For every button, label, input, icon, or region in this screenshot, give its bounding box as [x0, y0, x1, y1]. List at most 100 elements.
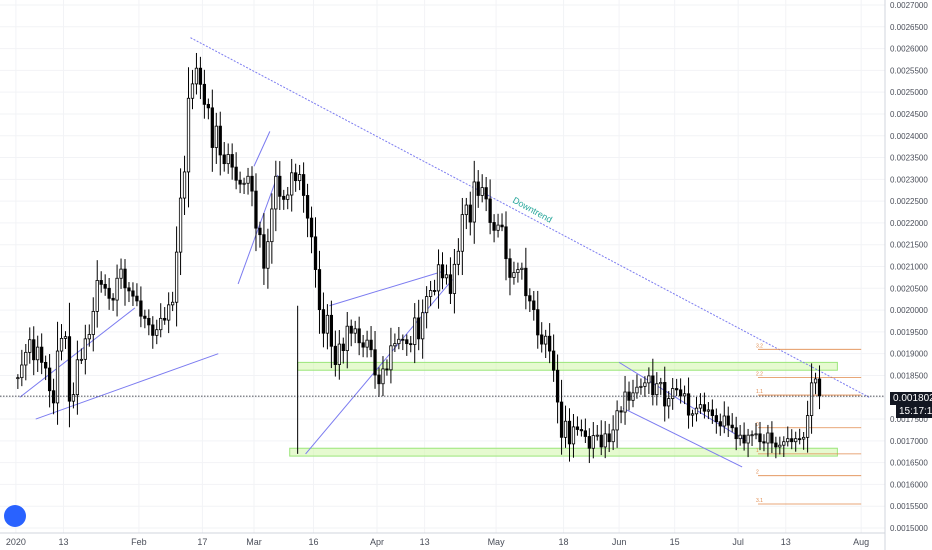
- fib-level-label: 3.1: [756, 498, 763, 504]
- candle-body: [202, 83, 207, 105]
- candle-body: [667, 398, 671, 407]
- candle-body: [798, 438, 802, 441]
- candle-body: [651, 375, 655, 396]
- candle-body: [178, 197, 183, 253]
- candle-body: [492, 222, 496, 231]
- time-tick-label: 2020: [6, 537, 26, 547]
- trendline: [253, 131, 271, 167]
- price-tick-label: 0.0015000: [890, 524, 928, 533]
- candle-body: [286, 194, 290, 200]
- candle-body: [167, 304, 171, 321]
- candle-body: [786, 438, 790, 443]
- candle-body: [103, 283, 107, 289]
- candle-body: [734, 427, 738, 440]
- price-tick-label: 0.0022000: [890, 219, 928, 228]
- candle-body: [770, 432, 774, 444]
- candle-body: [155, 329, 159, 336]
- candle-body: [297, 174, 302, 182]
- candle-body: [32, 339, 36, 361]
- candle-body: [436, 264, 441, 292]
- candle-body: [194, 67, 199, 85]
- candle-body: [659, 382, 663, 385]
- candle-body: [802, 436, 806, 440]
- candle-body: [309, 217, 314, 238]
- candle-body: [270, 208, 274, 243]
- trendline: [618, 361, 747, 442]
- candle-body: [258, 227, 262, 236]
- candles: [16, 52, 822, 464]
- fib-levels: 3.2 2.2 1.1 0 1 2 3.1: [756, 343, 862, 505]
- candle-body: [639, 385, 643, 388]
- candle-body: [603, 433, 607, 448]
- price-tick-label: 0.0022500: [890, 197, 928, 206]
- candle-body: [163, 317, 167, 321]
- candle-body: [508, 258, 512, 278]
- candle-body: [738, 434, 742, 440]
- candle-body: [536, 309, 540, 336]
- time-tick-label: Aug: [853, 537, 869, 547]
- time-tick-label: Feb: [131, 537, 147, 547]
- candle-body: [746, 434, 750, 444]
- candle-body: [365, 339, 369, 348]
- candle-body: [599, 434, 603, 448]
- candle-body: [623, 391, 627, 413]
- candle-body: [595, 434, 599, 437]
- price-tick-label: 0.0020000: [890, 306, 928, 315]
- candle-body: [551, 350, 556, 371]
- candle-body: [139, 300, 143, 317]
- price-tick-label: 0.0016500: [890, 459, 928, 468]
- candle-body: [417, 317, 421, 340]
- candle-body: [575, 426, 580, 430]
- candle-body: [36, 346, 40, 361]
- price-tick-label: 0.0025000: [890, 88, 928, 97]
- time-tick-label: Apr: [370, 537, 384, 547]
- candle-body: [500, 224, 504, 228]
- candle-body: [278, 175, 282, 197]
- price-tick-label: 0.0024000: [890, 132, 928, 141]
- candle-body: [591, 435, 595, 449]
- candle-body: [151, 324, 155, 336]
- trendline: [329, 270, 445, 307]
- candle-body: [710, 409, 714, 416]
- price-tick-label: 0.0015500: [890, 502, 928, 511]
- candle-body: [702, 404, 707, 412]
- candle-body: [385, 368, 389, 371]
- candle-body: [182, 171, 187, 199]
- candle-body: [242, 182, 246, 185]
- candle-body: [246, 175, 250, 184]
- candle-body: [587, 436, 591, 449]
- candle-body: [571, 426, 576, 445]
- candle-body: [421, 312, 425, 340]
- candle-body: [555, 369, 560, 403]
- candle-body: [282, 195, 286, 200]
- candle-body: [20, 364, 24, 379]
- price-tick-label: 0.0020500: [890, 284, 928, 293]
- candle-body: [647, 375, 651, 384]
- candle-body: [44, 361, 48, 369]
- candle-body: [337, 343, 341, 365]
- price-tick-label: 0.0026000: [890, 45, 928, 54]
- candle-body: [563, 420, 568, 438]
- candle-body: [678, 389, 683, 397]
- candle-body: [171, 301, 175, 306]
- candle-body: [301, 174, 306, 196]
- candle-body: [123, 268, 127, 289]
- candle-body: [619, 410, 623, 413]
- candle-body: [686, 393, 691, 416]
- candle-body: [222, 154, 226, 165]
- candle-body: [544, 335, 548, 345]
- price-tick-label: 0.0017000: [890, 437, 928, 446]
- candle-body: [198, 67, 203, 85]
- candle-body: [290, 172, 294, 196]
- candle-body: [706, 409, 711, 412]
- candle-body: [127, 287, 131, 292]
- candle-body: [377, 374, 381, 385]
- trendlines: [19, 37, 870, 468]
- tradingview-logo-icon[interactable]: [4, 505, 26, 527]
- candle-body: [317, 269, 322, 311]
- time-tick-label: Jul: [732, 537, 744, 547]
- candle-body: [742, 434, 746, 444]
- fib-level-label: 1: [756, 448, 759, 454]
- candle-body: [206, 103, 210, 109]
